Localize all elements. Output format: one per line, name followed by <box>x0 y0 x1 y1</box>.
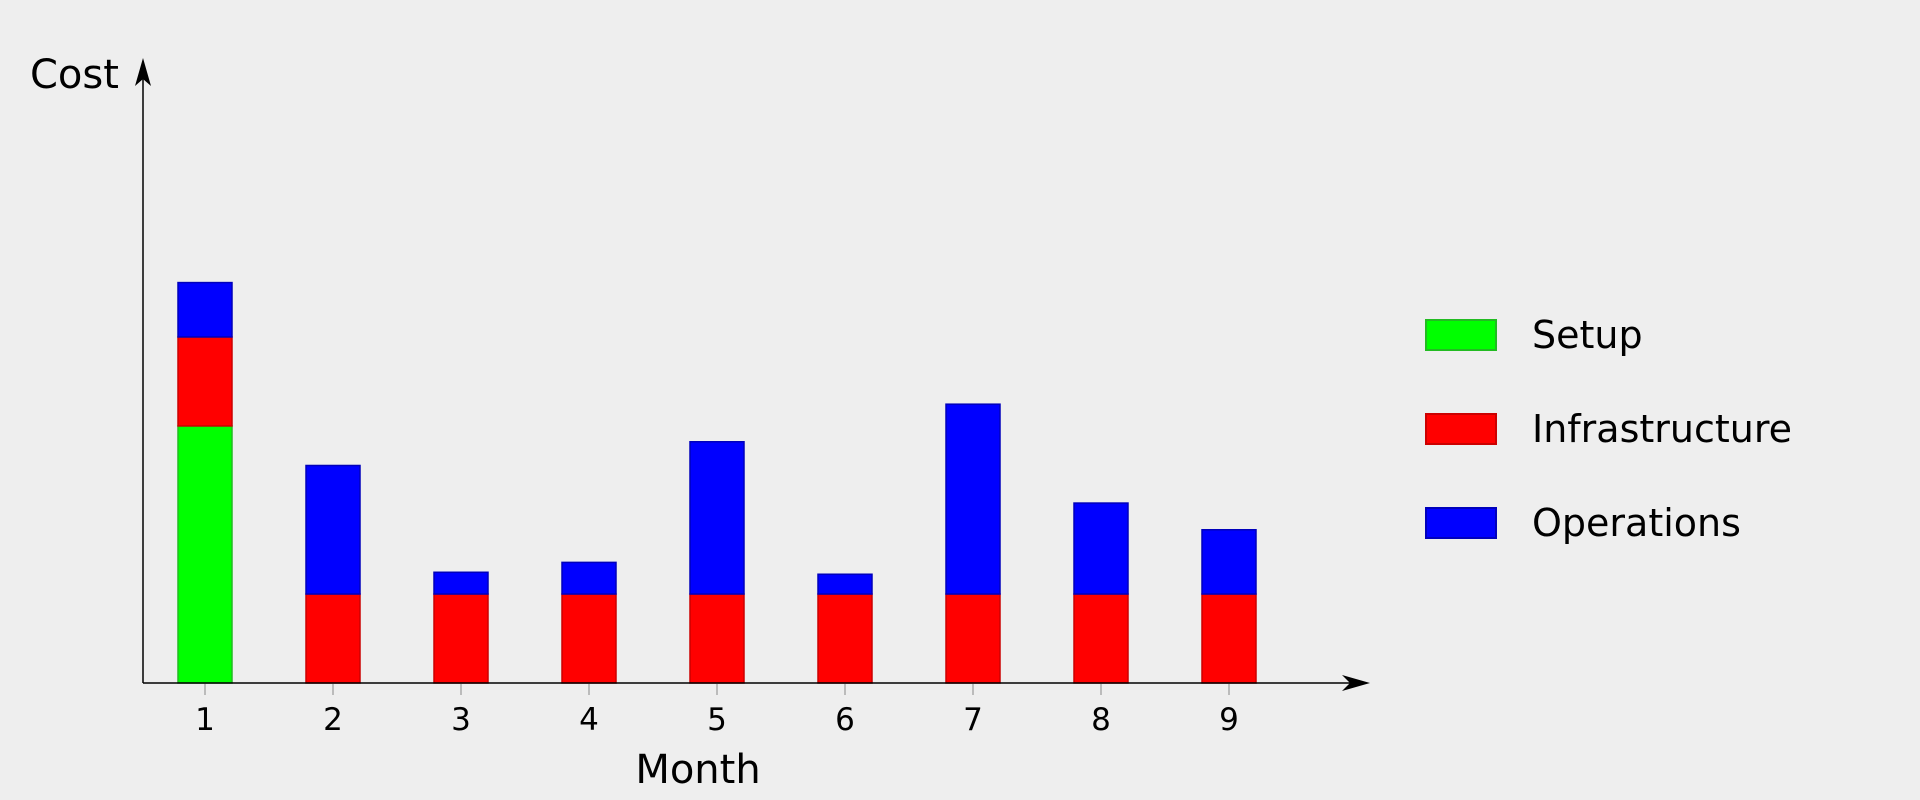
bar-operations-month-1 <box>177 281 233 338</box>
x-axis-arrowhead <box>1342 675 1370 691</box>
bars-layer <box>177 281 1257 684</box>
bar-operations-month-8 <box>1073 502 1129 595</box>
legend-label-infrastructure: Infrastructure <box>1532 407 1792 451</box>
bar-infrastructure-month-6 <box>817 593 873 684</box>
bar-infrastructure-month-5 <box>689 593 745 684</box>
bar-setup-month-1 <box>177 425 233 684</box>
x-tick-label: 6 <box>835 702 855 738</box>
bar-operations-month-9 <box>1201 529 1257 595</box>
x-tick-label: 3 <box>451 702 471 738</box>
x-tick-label: 7 <box>963 702 983 738</box>
legend: Setup Infrastructure Operations <box>1425 313 1792 545</box>
bar-infrastructure-month-7 <box>945 593 1001 684</box>
bar-operations-month-4 <box>561 561 617 595</box>
bar-operations-month-7 <box>945 403 1001 595</box>
bar-operations-month-5 <box>689 441 745 595</box>
bar-infrastructure-month-8 <box>1073 593 1129 684</box>
bar-infrastructure-month-9 <box>1201 593 1257 684</box>
legend-label-setup: Setup <box>1532 313 1643 357</box>
x-axis-title: Month <box>635 747 760 793</box>
legend-swatch-setup <box>1425 319 1497 351</box>
x-tick-label: 2 <box>323 702 343 738</box>
y-axis-arrowhead <box>135 58 151 86</box>
bar-infrastructure-month-3 <box>433 593 489 684</box>
bar-infrastructure-month-4 <box>561 593 617 684</box>
legend-label-operations: Operations <box>1532 501 1741 545</box>
bar-operations-month-6 <box>817 573 873 595</box>
x-tick-label: 5 <box>707 702 727 738</box>
legend-swatch-operations <box>1425 507 1497 539</box>
x-tick-label: 8 <box>1091 702 1111 738</box>
x-ticks-layer: 1 2 3 4 5 6 7 8 9 <box>195 683 1239 738</box>
x-tick-label: 4 <box>579 702 599 738</box>
bar-infrastructure-month-1 <box>177 336 233 427</box>
x-tick-label: 1 <box>195 702 215 738</box>
legend-swatch-infrastructure <box>1425 413 1497 445</box>
bar-operations-month-2 <box>305 464 361 595</box>
bar-infrastructure-month-2 <box>305 593 361 684</box>
y-axis-title: Cost <box>30 52 119 98</box>
bar-operations-month-3 <box>433 571 489 595</box>
x-tick-label: 9 <box>1219 702 1239 738</box>
